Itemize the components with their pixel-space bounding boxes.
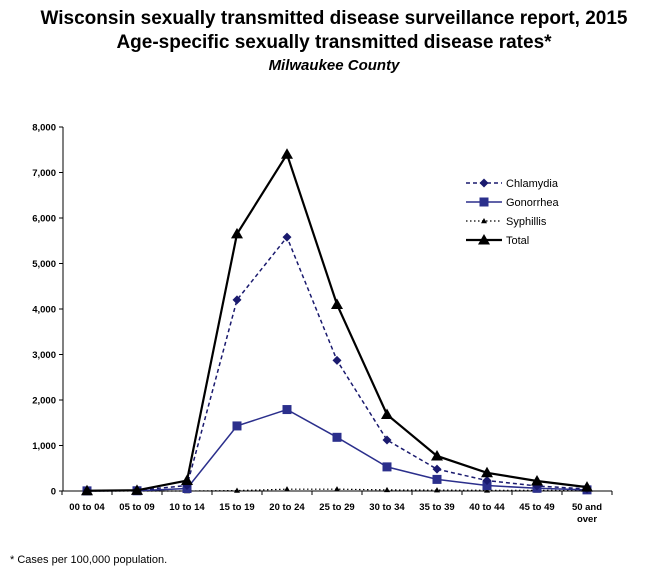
- chart-subtitle: Age-specific sexually transmitted diseas…: [116, 32, 552, 53]
- legend-marker-chlamydia: [479, 178, 489, 188]
- data-point-total: [131, 484, 143, 495]
- data-point-chlamydia: [482, 476, 492, 486]
- data-point-gonorrhea: [232, 421, 242, 431]
- legend-label-syphillis: Syphillis: [506, 216, 547, 228]
- x-tick-label: 10 to 14: [169, 502, 205, 513]
- y-tick-label: 4,000: [32, 305, 56, 316]
- data-point-total: [331, 298, 343, 309]
- data-point-chlamydia: [432, 464, 442, 474]
- legend-label-gonorrhea: Gonorrhea: [506, 197, 559, 209]
- y-tick-label: 6,000: [32, 214, 56, 225]
- x-tick-label: 50 and over: [572, 502, 602, 525]
- data-point-total: [281, 148, 293, 159]
- data-point-chlamydia: [282, 232, 292, 242]
- series-total: [81, 148, 593, 496]
- data-point-gonorrhea: [282, 405, 292, 415]
- y-tick-label: 5,000: [32, 259, 56, 270]
- y-tick-label: 3,000: [32, 350, 56, 361]
- chart-axes: 0 1,000 2,000 3,000 4,000 5,000 6,000 7,000 8,00…: [32, 123, 613, 525]
- legend-marker-total: [478, 234, 490, 245]
- x-tick-label: 15 to 19: [219, 502, 254, 513]
- series-gonorrhea: [82, 405, 592, 496]
- data-point-gonorrhea: [482, 481, 492, 491]
- series-layer: [81, 148, 593, 496]
- footnote: * Cases per 100,000 population.: [10, 554, 168, 566]
- x-tick-label: 45 to 49: [519, 502, 554, 513]
- data-point-total: [81, 484, 93, 496]
- x-tick-label: 20 to 24: [269, 502, 305, 513]
- y-tick-label: 1,000: [32, 441, 56, 452]
- data-point-gonorrhea: [432, 474, 442, 484]
- data-point-total: [231, 227, 243, 239]
- y-tick-label: 8,000: [32, 123, 56, 134]
- data-point-total: [531, 474, 543, 486]
- x-tick-label: 25 to 29: [319, 502, 354, 513]
- data-point-chlamydia: [382, 435, 392, 445]
- data-point-chlamydia: [332, 355, 342, 365]
- data-point-gonorrhea: [382, 462, 392, 472]
- y-tick-label: 0: [51, 487, 56, 498]
- data-point-chlamydia: [232, 295, 242, 305]
- data-point-total: [481, 466, 493, 478]
- data-point-total: [581, 481, 593, 492]
- data-point-syphillis: [334, 486, 340, 492]
- data-point-syphillis: [234, 487, 240, 493]
- data-point-total: [381, 408, 393, 420]
- data-point-gonorrhea: [332, 432, 342, 442]
- x-tick-label: 30 to 34: [369, 502, 405, 513]
- x-tick-label: 05 to 09: [119, 502, 154, 513]
- legend-label-chlamydia: Chlamydia: [506, 178, 559, 190]
- legend-label-total: Total: [506, 235, 529, 247]
- chart-title: Wisconsin sexually transmitted disease s…: [40, 8, 628, 29]
- data-point-total: [181, 474, 193, 486]
- chart-location: Milwaukee County: [268, 57, 400, 74]
- series-chlamydia: [82, 232, 592, 496]
- data-point-total: [431, 449, 443, 461]
- legend-marker-syphillis: [481, 218, 487, 224]
- x-tick-label: 40 to 44: [469, 502, 505, 513]
- y-tick-label: 7,000: [32, 168, 56, 179]
- data-point-syphillis: [284, 486, 290, 492]
- series-line-syphillis: [87, 488, 588, 492]
- data-point-syphillis: [434, 487, 440, 493]
- legend-marker-gonorrhea: [479, 197, 489, 207]
- y-tick-label: 2,000: [32, 396, 56, 407]
- chart-legend: Chlamydia Gonorrhea Syphillis Total: [466, 178, 559, 247]
- series-line-gonorrhea: [86, 408, 588, 492]
- x-tick-label: 00 to 04: [69, 502, 105, 513]
- data-point-syphillis: [384, 486, 390, 493]
- x-tick-label: 35 to 39: [419, 502, 454, 513]
- line-chart: 0 1,000 2,000 3,000 4,000 5,000 6,000 7,000 8,00…: [32, 123, 613, 525]
